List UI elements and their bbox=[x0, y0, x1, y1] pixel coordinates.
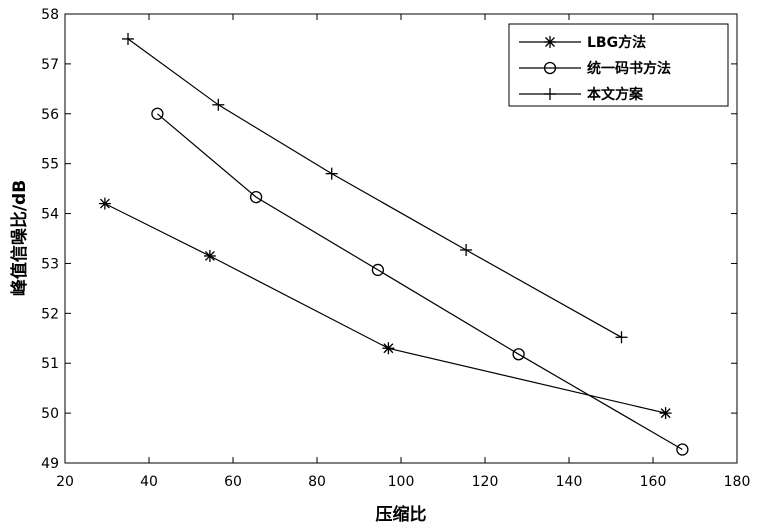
y-tick-label: 56 bbox=[41, 107, 59, 123]
data-point-asterisk bbox=[660, 407, 672, 419]
y-axis-label: 峰值信噪比/dB bbox=[9, 180, 30, 296]
y-tick-label: 58 bbox=[41, 7, 59, 23]
x-tick-label: 140 bbox=[556, 474, 583, 490]
x-tick-label: 160 bbox=[640, 474, 667, 490]
y-tick-label: 53 bbox=[41, 256, 59, 272]
x-tick-label: 40 bbox=[140, 474, 158, 490]
legend-label: 本文方案 bbox=[587, 86, 644, 103]
x-tick-label: 100 bbox=[388, 474, 415, 490]
data-point-asterisk bbox=[204, 250, 216, 262]
legend: LBG方法统一码书方法本文方案 bbox=[509, 24, 728, 106]
y-tick-label: 55 bbox=[41, 157, 59, 173]
y-tick-label: 52 bbox=[41, 306, 59, 322]
y-tick-label: 51 bbox=[41, 356, 59, 372]
legend-label: LBG方法 bbox=[587, 34, 646, 51]
x-tick-label: 20 bbox=[56, 474, 74, 490]
data-point-asterisk bbox=[382, 342, 394, 354]
x-axis-label: 压缩比 bbox=[376, 504, 427, 525]
x-tick-label: 80 bbox=[308, 474, 326, 490]
data-point-asterisk bbox=[99, 198, 111, 210]
y-tick-label: 57 bbox=[41, 57, 59, 73]
data-point-asterisk bbox=[544, 36, 556, 48]
legend-label: 统一码书方法 bbox=[587, 60, 671, 77]
x-tick-label: 120 bbox=[472, 474, 499, 490]
y-tick-label: 50 bbox=[41, 406, 59, 422]
y-tick-label: 49 bbox=[41, 456, 59, 472]
y-tick-label: 54 bbox=[41, 207, 59, 223]
x-tick-label: 60 bbox=[224, 474, 242, 490]
x-tick-label: 180 bbox=[724, 474, 751, 490]
